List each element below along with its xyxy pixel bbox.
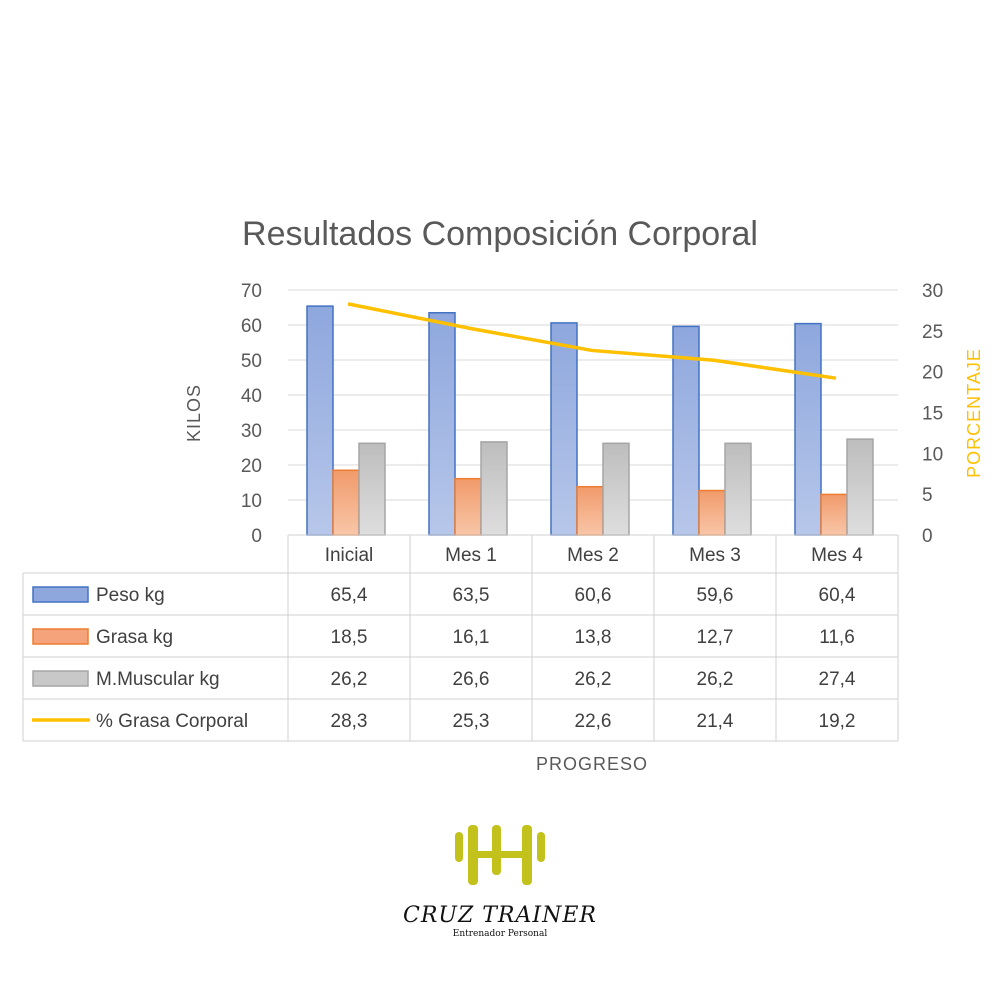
y2-tick-label: 0 xyxy=(922,526,933,547)
category-label: Mes 4 xyxy=(811,545,863,566)
axes: 0 10 20 30 40 50 60 70 0 5 10 15 20 25 30 xyxy=(241,281,943,547)
data-cell: 63,5 xyxy=(453,585,490,606)
data-cell: 16,1 xyxy=(453,627,490,648)
line-series xyxy=(347,302,837,380)
bar xyxy=(306,305,334,536)
data-cell: 18,5 xyxy=(331,627,368,648)
series-label: M.Muscular kg xyxy=(96,669,220,690)
bar xyxy=(698,489,726,536)
category-label: Inicial xyxy=(325,545,374,566)
cruz-trainer-logo: CRUZ TRAINER Entrenador Personal xyxy=(403,825,597,939)
y-tick-label: 30 xyxy=(241,421,262,442)
logo-tagline: Entrenador Personal xyxy=(453,929,548,939)
data-cell: 13,8 xyxy=(575,627,612,648)
legend-key xyxy=(32,670,89,687)
legend-key xyxy=(32,628,89,645)
data-cell: 28,3 xyxy=(331,711,368,732)
y-tick-label: 40 xyxy=(241,386,262,407)
data-cell: 26,2 xyxy=(331,669,368,690)
bar xyxy=(358,442,386,536)
data-cell: 12,7 xyxy=(697,627,734,648)
data-cell: 22,6 xyxy=(575,711,612,732)
dumbbell-icon xyxy=(455,825,545,885)
bar xyxy=(332,469,360,536)
data-cell: 19,2 xyxy=(819,711,856,732)
series-label: Grasa kg xyxy=(96,627,173,648)
series-line xyxy=(347,302,837,380)
data-cell: 59,6 xyxy=(697,585,734,606)
logo-name: CRUZ TRAINER xyxy=(403,903,597,928)
y-tick-label: 0 xyxy=(251,526,262,547)
category-label: Mes 2 xyxy=(567,545,619,566)
data-cell: 26,6 xyxy=(453,669,490,690)
data-cell: 60,4 xyxy=(819,585,856,606)
y-tick-label: 60 xyxy=(241,316,262,337)
x-axis-label: PROGRESO xyxy=(536,754,648,774)
bar xyxy=(428,312,456,536)
bar xyxy=(846,438,874,536)
bar xyxy=(576,485,604,536)
y2-tick-label: 20 xyxy=(922,363,943,384)
bar xyxy=(550,322,578,536)
y2-tick-label: 15 xyxy=(922,404,943,425)
category-label: Mes 3 xyxy=(689,545,741,566)
data-cell: 65,4 xyxy=(331,585,368,606)
data-cell: 26,2 xyxy=(697,669,734,690)
y-axis-label: KILOS xyxy=(184,384,204,442)
y-tick-label: 70 xyxy=(241,281,262,302)
bar xyxy=(820,493,848,536)
bars xyxy=(306,305,874,536)
y2-tick-label: 5 xyxy=(922,485,933,506)
bar xyxy=(454,477,482,536)
bar xyxy=(672,325,700,536)
series-label: Peso kg xyxy=(96,585,165,606)
data-cell: 60,6 xyxy=(575,585,612,606)
category-label: Mes 1 xyxy=(445,545,497,566)
y2-axis-label: PORCENTAJE xyxy=(964,348,984,478)
data-cell: 21,4 xyxy=(697,711,734,732)
data-cell: 11,6 xyxy=(819,627,855,648)
data-cell: 26,2 xyxy=(575,669,612,690)
chart-title: Resultados Composición Corporal xyxy=(242,215,758,253)
data-cell: 27,4 xyxy=(819,669,856,690)
y2-tick-label: 30 xyxy=(922,281,943,302)
data-table: Inicial Mes 1 Mes 2 Mes 3 Mes 4 Peso kg 65,4 63… xyxy=(22,534,899,742)
bar xyxy=(794,322,822,536)
series-label: % Grasa Corporal xyxy=(96,711,248,732)
bar xyxy=(602,442,630,536)
bar xyxy=(724,442,752,536)
bar xyxy=(480,441,508,536)
y-tick-label: 20 xyxy=(241,456,262,477)
legend-key xyxy=(32,586,89,603)
y-tick-label: 10 xyxy=(241,491,262,512)
y2-tick-label: 10 xyxy=(922,444,943,465)
data-cell: 25,3 xyxy=(453,711,490,732)
y-tick-label: 50 xyxy=(241,351,262,372)
y2-tick-label: 25 xyxy=(922,322,943,343)
